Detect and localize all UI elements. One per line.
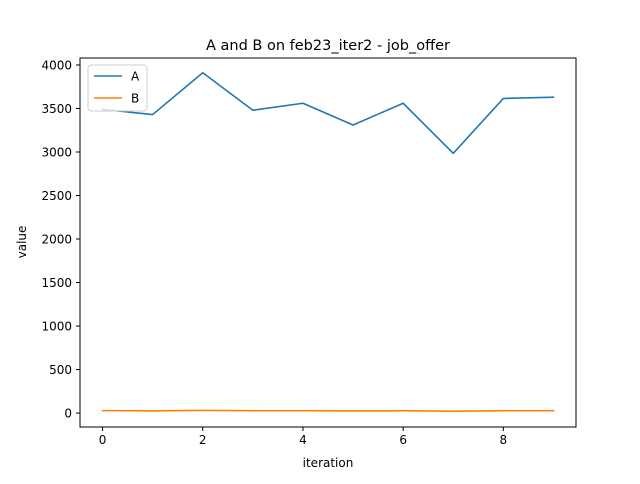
x-tick-label: 0: [99, 433, 107, 447]
x-axis-label: iteration: [303, 456, 354, 470]
y-tick-label: 4000: [41, 58, 72, 72]
series-B-line: [101, 409, 555, 412]
chart-title: A and B on feb23_iter2 - job_offer: [206, 38, 450, 54]
legend: AB: [87, 64, 148, 112]
plot-area: [79, 57, 577, 428]
x-tick-label: 8: [500, 433, 508, 447]
legend-label-B: B: [131, 92, 139, 106]
legend-label-A: A: [131, 70, 140, 84]
y-tick-label: 3500: [41, 102, 72, 116]
y-axis-label: value: [15, 226, 29, 259]
series-layer: [101, 71, 555, 412]
x-axis: 0 2 4 6 8: [99, 427, 507, 447]
y-tick-label: 500: [49, 363, 72, 377]
y-tick-label: 0: [64, 407, 72, 421]
y-tick-label: 2500: [41, 189, 72, 203]
y-axis: 0 500 1000 1500 2000 2500 3000 3500 4000: [41, 58, 80, 421]
series-A-line: [101, 71, 555, 155]
y-tick-label: 2000: [41, 233, 72, 247]
y-tick-label: 3000: [41, 145, 72, 159]
y-tick-label: 1500: [41, 276, 72, 290]
x-tick-label: 6: [399, 433, 407, 447]
y-tick-label: 1000: [41, 320, 72, 334]
x-tick-label: 4: [299, 433, 307, 447]
x-tick-label: 2: [199, 433, 207, 447]
